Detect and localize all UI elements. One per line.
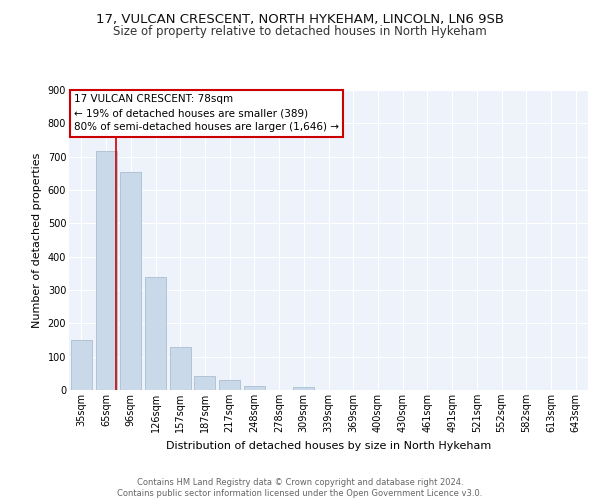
Bar <box>145 276 166 390</box>
Bar <box>95 150 116 390</box>
Bar <box>170 346 191 390</box>
Text: Size of property relative to detached houses in North Hykeham: Size of property relative to detached ho… <box>113 25 487 38</box>
Bar <box>219 380 240 390</box>
Text: 17 VULCAN CRESCENT: 78sqm
← 19% of detached houses are smaller (389)
80% of semi: 17 VULCAN CRESCENT: 78sqm ← 19% of detac… <box>74 94 339 132</box>
Bar <box>120 172 141 390</box>
Y-axis label: Number of detached properties: Number of detached properties <box>32 152 42 328</box>
Bar <box>194 376 215 390</box>
X-axis label: Distribution of detached houses by size in North Hykeham: Distribution of detached houses by size … <box>166 440 491 450</box>
Bar <box>71 340 92 390</box>
Text: Contains HM Land Registry data © Crown copyright and database right 2024.
Contai: Contains HM Land Registry data © Crown c… <box>118 478 482 498</box>
Bar <box>244 386 265 390</box>
Bar <box>293 388 314 390</box>
Text: 17, VULCAN CRESCENT, NORTH HYKEHAM, LINCOLN, LN6 9SB: 17, VULCAN CRESCENT, NORTH HYKEHAM, LINC… <box>96 12 504 26</box>
